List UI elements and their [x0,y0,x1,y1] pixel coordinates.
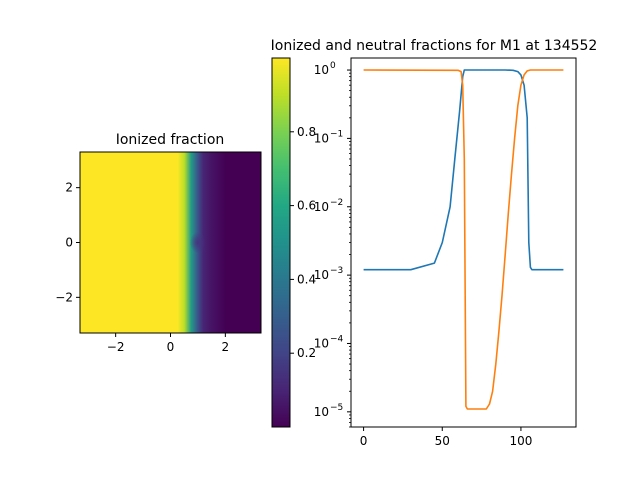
line-chart-ytick-label: 10 [314,405,329,419]
colorbar-frame [271,57,291,428]
heatmap-panel: Ionized fraction −2 0 2 −2 0 2 [55,132,262,354]
line-series-1 [363,69,564,271]
line-chart-xtick-label: 50 [435,434,450,448]
line-chart-ytick-label: 10 [314,63,329,77]
colorbar-tick-label: 0.8 [297,125,316,139]
line-series-2 [363,69,564,410]
line-chart-ytick-label: 10 [314,131,329,145]
line-chart-ytick-exponent: −4 [330,334,344,344]
line-chart-ytick-exponent: −2 [330,198,343,208]
heatmap-image [80,152,261,333]
heatmap-axis-ticks: −2 0 2 −2 0 2 [55,181,229,354]
line-chart-plot-area [363,69,564,410]
heatmap-xtick-label: 2 [222,340,230,354]
colorbar-tick-label: 0.2 [297,346,316,360]
line-chart-title: Ionized and neutral fractions for M1 at … [271,38,598,54]
colorbar-tick-label: 0.6 [297,199,316,213]
heatmap-ytick-label: 2 [65,181,73,195]
heatmap-ytick-label: −2 [55,290,73,304]
colorbar-ticks: 0.2 0.4 0.6 0.8 [290,125,316,360]
line-chart-ytick-label: 10 [314,336,329,350]
line-chart-ytick-label: 10 [314,268,329,282]
heatmap-xtick-label: 0 [167,340,175,354]
colorbar-gradient [272,58,290,427]
colorbar-tick-label: 0.4 [297,272,316,286]
line-chart-ytick-exponent: −1 [330,129,343,139]
heatmap-ytick-label: 0 [65,236,73,250]
heatmap-xtick-label: −2 [107,340,125,354]
line-chart-ytick-exponent: −3 [330,266,343,276]
colorbar: 0.2 0.4 0.6 0.8 [271,57,316,428]
line-chart-xtick-label: 100 [509,434,532,448]
heatmap-title: Ionized fraction [116,132,225,148]
line-chart-xtick-label: 0 [360,434,368,448]
line-chart-ytick-exponent: −5 [330,403,343,413]
line-chart-ytick-label: 10 [314,200,329,214]
line-chart-panel: Ionized and neutral fractions for M1 at … [271,38,598,448]
heatmap-shadow-feature [189,231,207,254]
line-chart-ytick-exponent: 0 [330,61,336,71]
